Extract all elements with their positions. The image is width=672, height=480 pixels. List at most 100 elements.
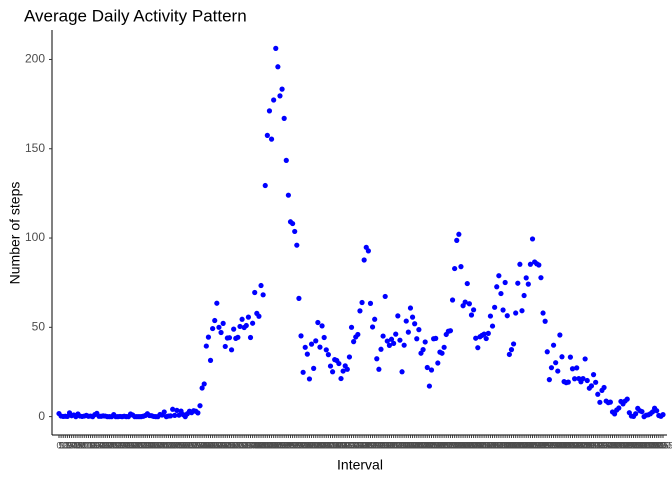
x-tick-label: 35: [69, 440, 79, 450]
point: [378, 346, 384, 352]
point: [536, 262, 542, 268]
x-tick-label: 2000: [554, 440, 574, 450]
x-tick-label: 210: [106, 440, 121, 450]
x-tick-label: 2250: [626, 440, 646, 450]
point: [327, 363, 334, 369]
x-tick-label: 1510: [432, 440, 452, 450]
point: [521, 292, 527, 299]
x-tick-label: 5: [59, 440, 64, 450]
x-tick-label: 1525: [438, 440, 458, 450]
x-tick-label: 0: [56, 440, 61, 450]
x-tick-label: 1605: [455, 440, 475, 450]
point: [367, 300, 374, 306]
x-tick-label: 2130: [592, 440, 612, 450]
point: [243, 322, 249, 329]
x-tick-label: 1700: [478, 440, 498, 450]
x-tick-label: 255: [125, 440, 140, 450]
x-tick-label: 1730: [491, 440, 511, 450]
x-tick-label: 1750: [499, 440, 519, 450]
x-tick-label: 1030: [314, 440, 334, 450]
x-tick-label: 605: [205, 440, 220, 450]
x-tick-label: 1300: [377, 440, 397, 450]
point: [311, 365, 317, 371]
point: [519, 308, 525, 314]
x-tick-label: 1915: [535, 440, 555, 450]
point: [633, 411, 639, 417]
point: [523, 275, 529, 281]
point: [639, 409, 645, 415]
x-tick-label: 1410: [407, 440, 427, 450]
x-tick-label: 250: [123, 440, 138, 450]
x-tick-label: 2200: [605, 440, 625, 450]
point: [565, 379, 571, 385]
x-tick-label: 330: [140, 440, 155, 450]
point: [454, 237, 460, 243]
x-tick-label: 1615: [459, 440, 479, 450]
x-tick-label: 225: [113, 440, 128, 450]
x-tick-label: 205: [104, 440, 119, 450]
x-tick-label: 1415: [409, 440, 429, 450]
point: [346, 354, 353, 360]
x-tick-label: 2120: [588, 440, 608, 450]
x-tick-label: 715: [235, 440, 250, 450]
point: [435, 360, 441, 366]
point: [654, 408, 660, 414]
chart-title: Average Daily Activity Pattern: [24, 6, 247, 25]
point: [285, 192, 291, 198]
x-tick-label: 755: [251, 440, 266, 450]
x-tick-label: 2240: [621, 440, 641, 450]
x-tick-label: 1825: [514, 440, 534, 450]
x-tick-label: 1155: [350, 440, 369, 450]
point: [258, 282, 264, 289]
point: [487, 313, 494, 319]
x-tick-label: 2220: [613, 440, 633, 450]
point: [456, 231, 462, 237]
x-tick-label: 1745: [497, 440, 517, 450]
point: [546, 377, 552, 383]
x-tick-label: 1645: [472, 440, 492, 450]
x-tick-label: 2345: [649, 440, 669, 450]
x-tick-label: 455: [176, 440, 191, 450]
x-tick-label: 730: [241, 440, 256, 450]
x-tick-label: 1545: [447, 440, 467, 450]
x-tick-label: 520: [186, 440, 201, 450]
point: [247, 334, 254, 341]
x-tick-label: 245: [121, 440, 136, 450]
x-tick-label: 2300: [630, 440, 650, 450]
point: [439, 350, 445, 356]
x-tick-label: 1850: [525, 440, 545, 450]
x-tick-label: 1805: [506, 440, 526, 450]
x-tick-label: 1150: [348, 440, 367, 450]
point: [393, 331, 399, 337]
x-tick-label: 320: [136, 440, 151, 450]
x-tick-label: 145: [96, 440, 111, 450]
x-tick-label: 1330: [390, 440, 410, 450]
x-tick-label: 420: [161, 440, 176, 450]
point: [496, 273, 502, 279]
x-tick-label: 735: [243, 440, 258, 450]
x-tick-label: 825: [264, 440, 279, 450]
point: [582, 356, 588, 362]
x-tick-label: 350: [148, 440, 163, 450]
x-tick-label: 925: [289, 440, 304, 450]
x-tick-label: 1950: [550, 440, 570, 450]
x-tick-label: 150: [98, 440, 113, 450]
x-tick-label: 1600: [453, 440, 473, 450]
x-tick-label: 710: [232, 440, 247, 450]
x-tick-label: 200: [102, 440, 117, 450]
x-tick-label: 815: [260, 440, 275, 450]
x-tick-label: 1110: [332, 440, 351, 450]
x-tick-label: 2005: [556, 440, 576, 450]
x-tick-label: 800: [254, 440, 269, 450]
x-tick-label: 325: [138, 440, 153, 450]
x-tick-label: 1540: [445, 440, 465, 450]
x-tick-label: 355: [150, 440, 165, 450]
y-tick-label: 50: [32, 319, 46, 333]
point: [401, 342, 407, 348]
point: [205, 334, 212, 340]
point: [340, 368, 346, 374]
x-tick-label: 110: [81, 440, 95, 450]
x-tick-label: 240: [119, 440, 134, 450]
x-tick-label: 510: [182, 440, 197, 450]
point: [218, 329, 224, 336]
